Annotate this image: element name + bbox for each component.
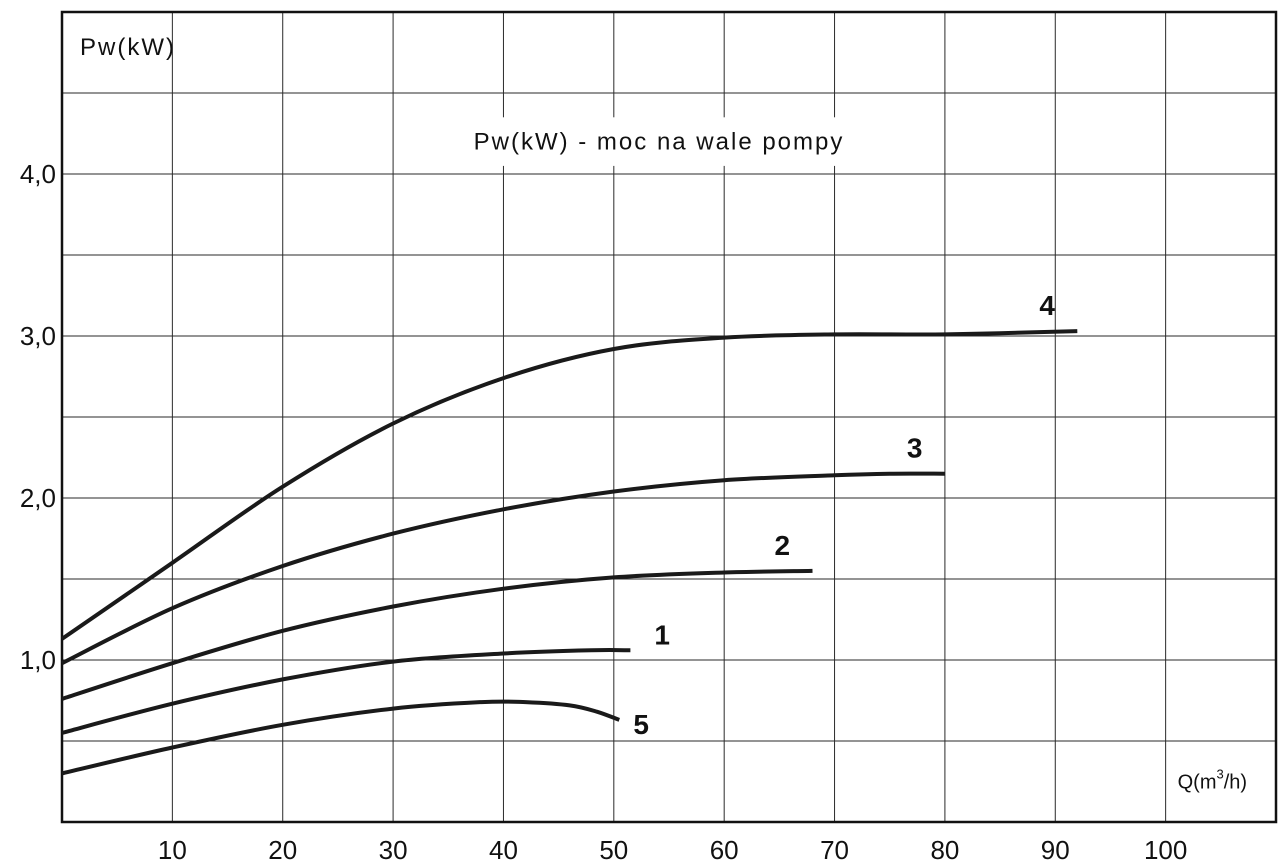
x-tick-label: 10: [158, 835, 187, 865]
series-labels: 4 3 2 1 5: [633, 290, 1055, 740]
x-tick-label: 100: [1144, 835, 1187, 865]
series-line-5: [61, 699, 620, 776]
y-axis-label: Pw(kW): [80, 34, 176, 61]
series-label-4: 4: [1039, 290, 1055, 321]
series-curves: [60, 329, 1078, 776]
x-axis-label: Q(m3/h): [1178, 767, 1247, 794]
x-tick-label: 30: [379, 835, 408, 865]
series-line-4: [60, 329, 1078, 641]
x-axis-label-box: [1169, 749, 1274, 814]
x-tick-label: 70: [820, 835, 849, 865]
series-line-2: [61, 568, 813, 701]
series-label-2: 2: [774, 530, 790, 561]
y-tick-label: 2,0: [20, 483, 56, 513]
series-label-5: 5: [633, 709, 649, 740]
x-axis-label-suffix: /h): [1224, 772, 1247, 794]
series-label-1: 1: [654, 619, 670, 650]
y-tick-label: 3,0: [20, 321, 56, 351]
tick-labels: 10 20 30 40 50 60 70 80 90 100 1,0 2,0 3,0 4,0: [20, 159, 1187, 865]
series-label-3: 3: [907, 433, 923, 464]
x-tick-label: 90: [1041, 835, 1070, 865]
series-line-1: [61, 648, 631, 735]
x-tick-label: 20: [268, 835, 297, 865]
y-tick-label: 1,0: [20, 645, 56, 675]
plot-frame: [60, 10, 1278, 824]
x-axis-label-superscript: 3: [1217, 767, 1224, 782]
x-tick-label: 50: [599, 835, 628, 865]
x-tick-label: 40: [489, 835, 518, 865]
y-tick-label: 4,0: [20, 159, 56, 189]
x-tick-label: 80: [930, 835, 959, 865]
x-axis-label-prefix: Q(m: [1178, 772, 1217, 794]
chart-annotation: Pw(kW) - moc na wale pompy: [474, 129, 845, 156]
series-line-3: [61, 471, 945, 665]
x-tick-label: 60: [710, 835, 739, 865]
y-axis-label-box: [64, 14, 171, 91]
annotation-box: [423, 117, 915, 166]
